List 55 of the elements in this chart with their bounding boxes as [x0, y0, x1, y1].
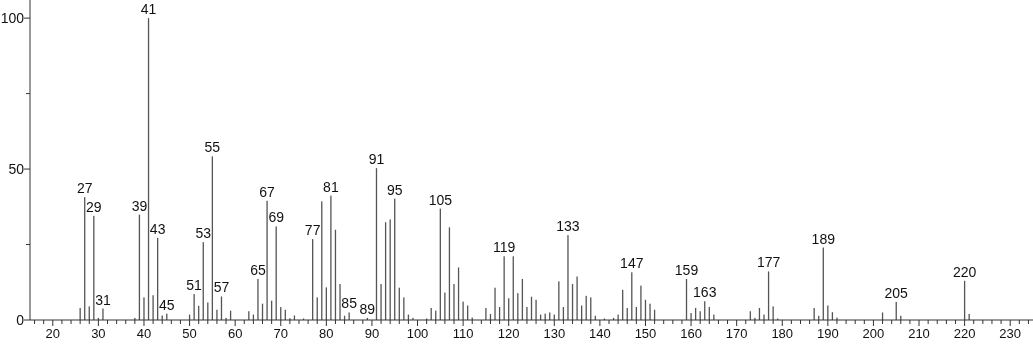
annotation: 119: [492, 239, 516, 256]
x-tick-label: 80: [319, 326, 334, 341]
annotation: 159: [674, 261, 699, 278]
annotation: 163: [693, 284, 717, 301]
x-tick-label: 170: [725, 326, 748, 341]
annotation: 31: [95, 291, 111, 308]
x-tick-label: 30: [91, 326, 106, 341]
x-tick-label: 70: [273, 326, 288, 341]
annotation: 91: [368, 151, 385, 168]
annotation: 69: [268, 209, 285, 226]
x-tick-label: 100: [406, 326, 429, 341]
annotation: 205: [884, 284, 909, 301]
x-tick-label: 150: [634, 326, 657, 341]
x-tick-label: 210: [908, 326, 930, 341]
x-tick-label: 120: [497, 326, 520, 341]
x-tick-label: 90: [364, 326, 380, 341]
x-tick-label: 130: [543, 326, 566, 341]
x-tick-label: 50: [182, 326, 197, 341]
annotation: 105: [428, 191, 453, 208]
y-tick-label: 0: [16, 311, 25, 328]
x-tick-label: 180: [771, 326, 794, 341]
annotation: 27: [76, 180, 93, 197]
annotation: 41: [140, 1, 157, 18]
annotation: 81: [323, 178, 339, 195]
annotation: 43: [149, 220, 166, 237]
annotation: 29: [86, 198, 102, 215]
annotation: 95: [386, 181, 403, 198]
y-tick-label: 50: [8, 160, 25, 177]
x-tick-label: 140: [589, 326, 611, 341]
x-tick-label: 60: [227, 326, 243, 341]
annotation: 85: [341, 295, 358, 312]
x-tick-label: 190: [816, 326, 839, 341]
annotation: 147: [620, 255, 644, 272]
x-tick-label: 40: [136, 326, 152, 341]
annotation: 57: [213, 279, 230, 296]
annotation: 89: [359, 300, 376, 317]
x-tick-label: 200: [862, 326, 885, 341]
x-tick-label: 20: [45, 326, 61, 341]
x-tick-label: 160: [680, 326, 702, 341]
annotation: 77: [304, 222, 321, 239]
annotation: 133: [556, 218, 580, 235]
annotation: 220: [952, 263, 977, 280]
annotation: 55: [204, 139, 221, 156]
annotation: 45: [158, 296, 175, 313]
y-tick-label: 100: [0, 10, 25, 27]
x-tick-label: 220: [953, 326, 976, 341]
annotation: 67: [259, 183, 276, 200]
annotation: 53: [195, 225, 212, 242]
x-tick-label: 110: [452, 326, 474, 341]
annotation: 189: [811, 230, 836, 247]
annotation: 51: [186, 277, 203, 294]
x-tick-label: 230: [999, 326, 1022, 341]
annotation: 65: [250, 261, 266, 278]
annotation: 177: [756, 254, 781, 271]
annotation: 39: [131, 197, 148, 214]
